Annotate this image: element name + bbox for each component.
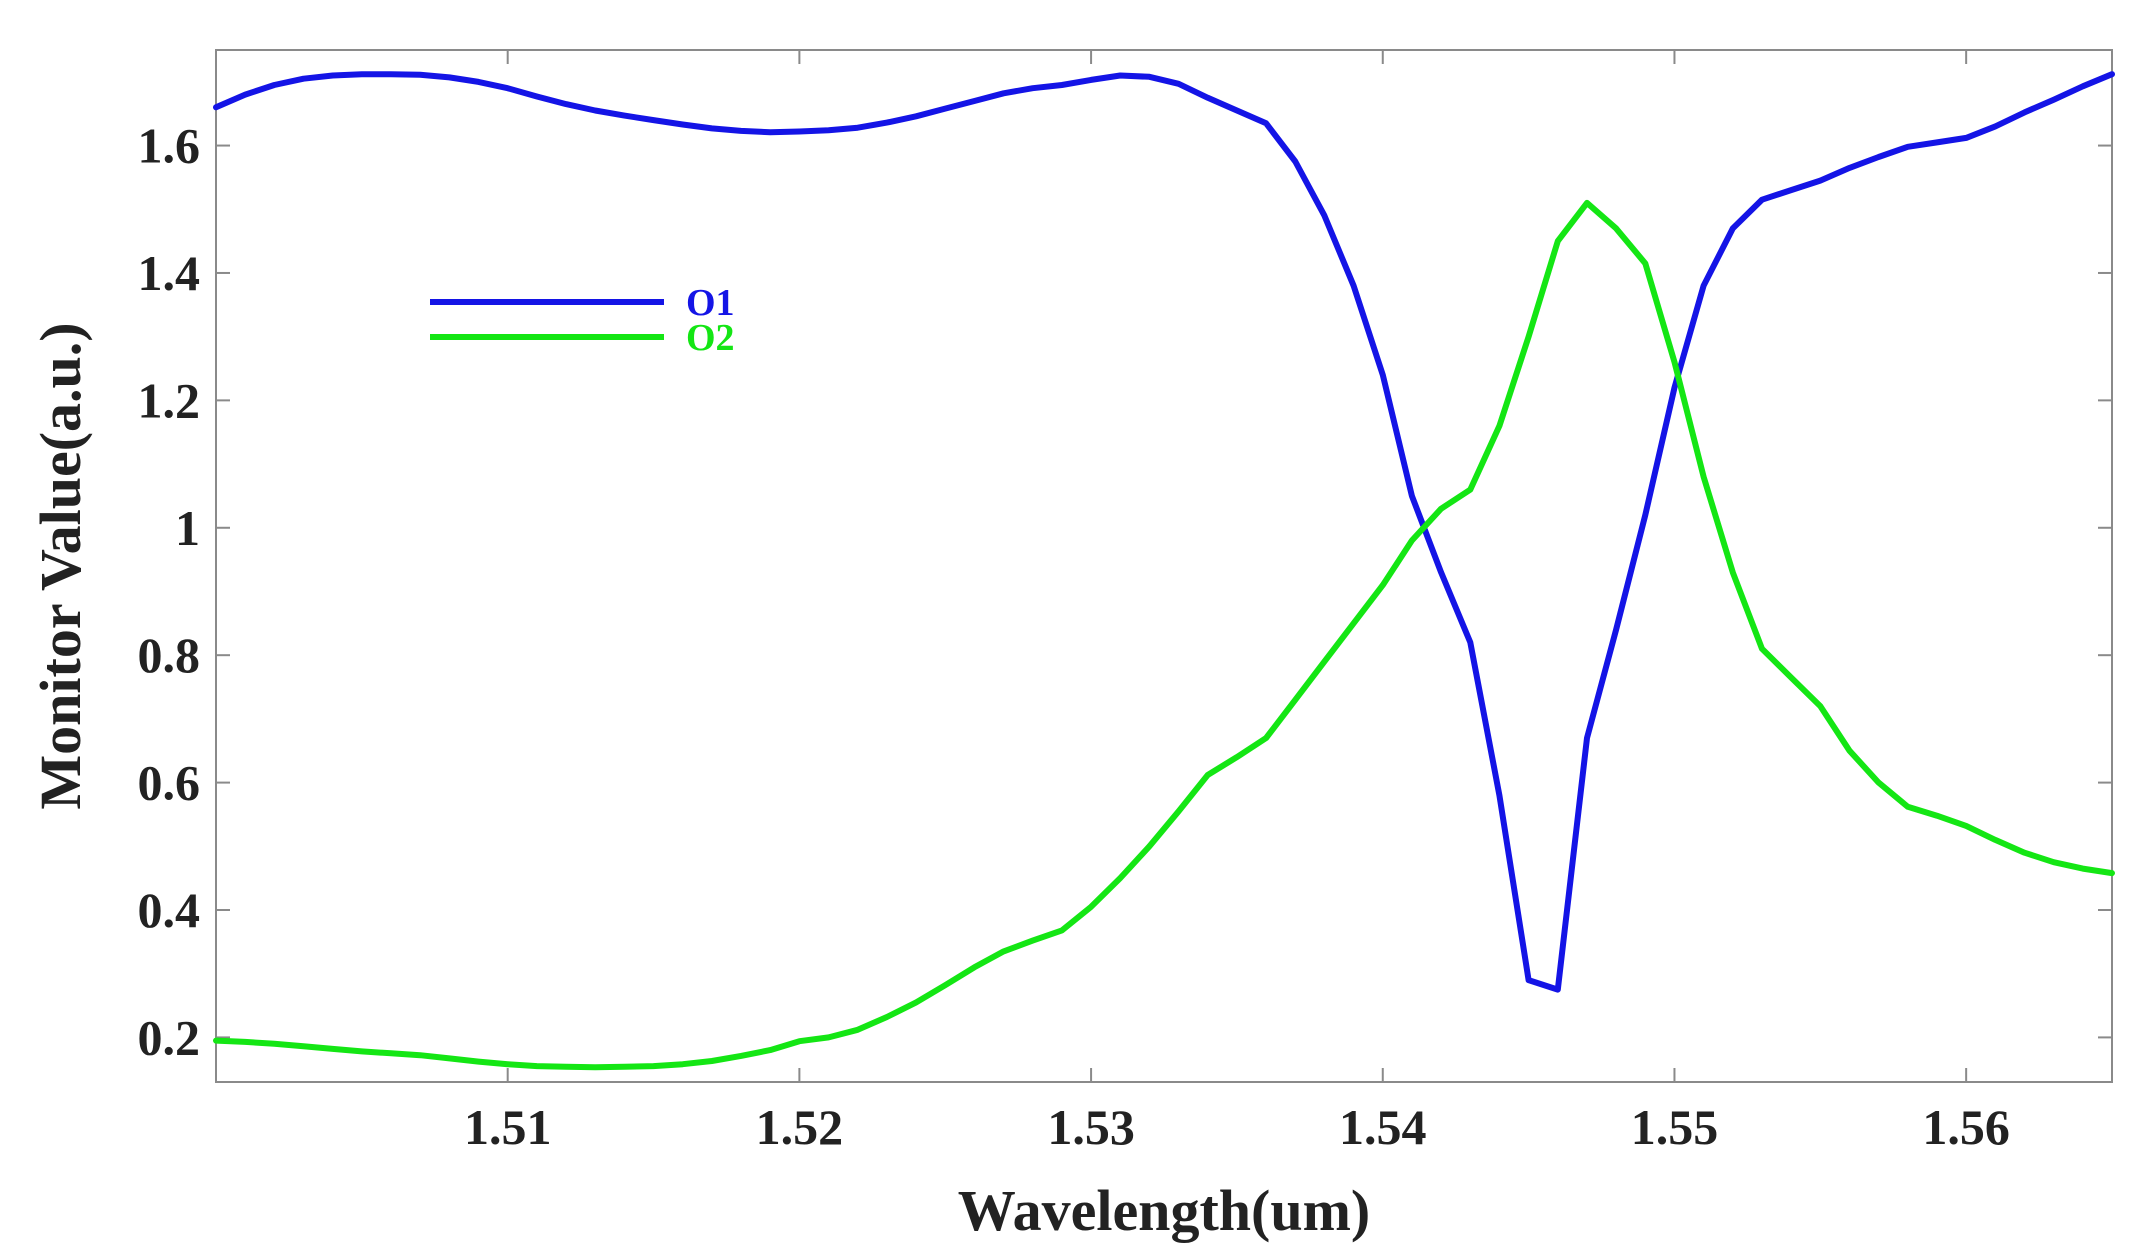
y-tick-label: 1 [175, 500, 200, 556]
x-axis-title: Wavelength(um) [958, 1178, 1370, 1243]
y-tick-label: 0.8 [138, 627, 201, 683]
y-tick-label: 1.2 [138, 372, 201, 428]
y-tick-label: 0.6 [138, 755, 201, 811]
plot-area-frame [215, 49, 2113, 1083]
x-tick-label: 1.54 [1339, 1099, 1427, 1155]
y-tick-label: 0.4 [138, 882, 201, 938]
axis-tick-labels: 1.51 1.52 1.53 1.54 1.55 1.56 0.2 0.4 0.6 0.8 1 1.2… [138, 118, 2010, 1155]
y-tick-label: 1.6 [138, 118, 201, 174]
y-axis-title: Monitor Value(a.u.) [28, 322, 93, 809]
y-tick-label: 0.2 [138, 1009, 201, 1065]
x-tick-label: 1.53 [1047, 1099, 1135, 1155]
x-tick-label: 1.56 [1922, 1099, 2010, 1155]
series-line-o2 [213, 199, 2115, 1071]
legend-label-o1: O1 [686, 282, 735, 324]
x-tick-label: 1.55 [1631, 1099, 1719, 1155]
x-tick-label: 1.51 [464, 1099, 552, 1155]
data-series [213, 71, 2115, 1071]
legend-label-o2: O2 [686, 317, 735, 359]
x-tick-label: 1.52 [756, 1099, 844, 1155]
y-tick-label: 1.4 [138, 245, 201, 301]
axis-ticks [216, 50, 2112, 1082]
series-line-o1 [213, 71, 2115, 993]
